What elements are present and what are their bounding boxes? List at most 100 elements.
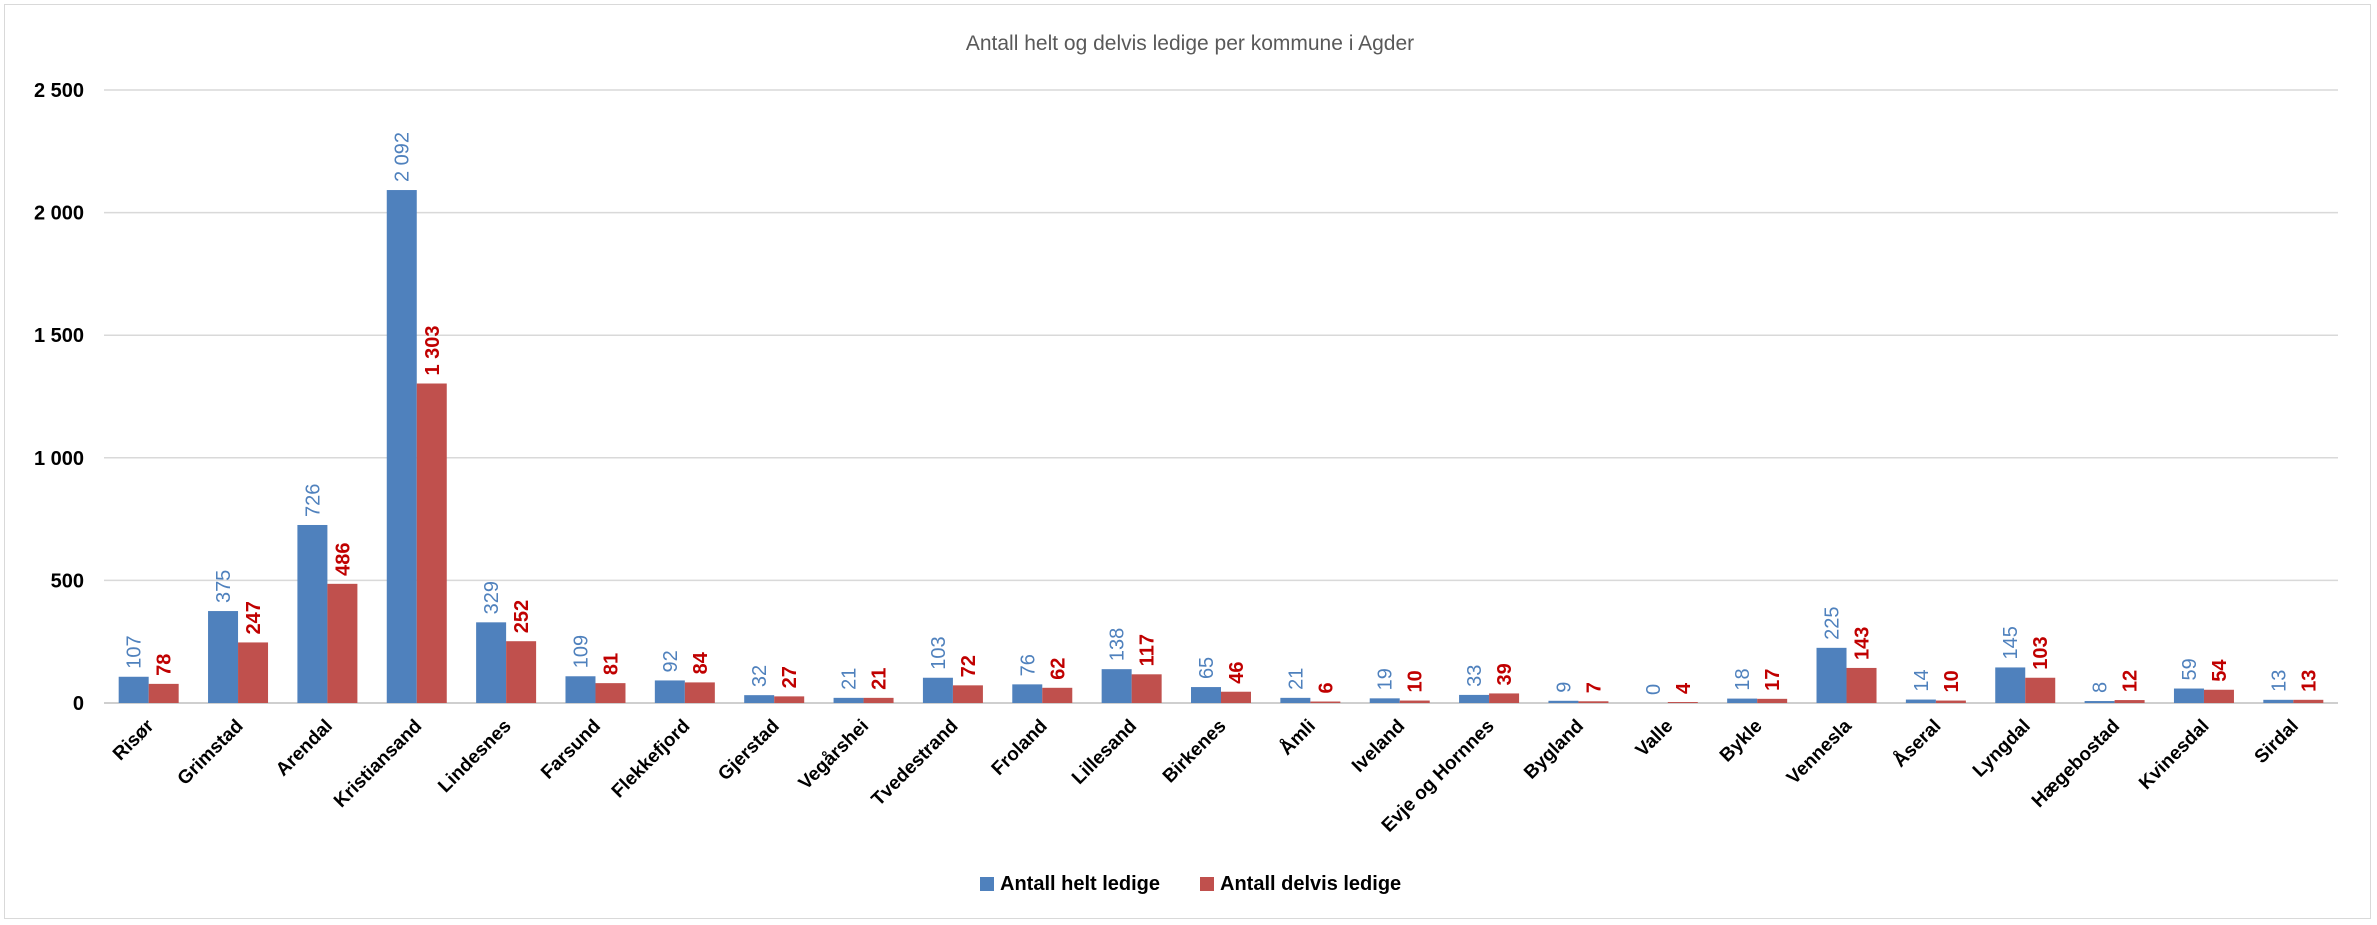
bar-delvis-ledige (2025, 677, 2056, 703)
x-tick-label: Grimstad (174, 716, 248, 790)
x-tick-label: Vegårshei (795, 716, 873, 794)
bar-delvis-ledige (1310, 701, 1341, 703)
bar-helt-ledige (1101, 669, 1132, 703)
bar-helt-ledige (386, 190, 417, 703)
bar-delvis-ledige (2293, 699, 2324, 703)
bar-delvis-ledige (863, 697, 894, 703)
x-tick-label: Birkenes (1159, 716, 1231, 788)
label-delvis-ledige: 252 (511, 600, 533, 633)
label-delvis-ledige: 7 (1583, 682, 1605, 693)
bar-delvis-ledige (1131, 674, 1162, 703)
x-tick-label: Kvinesdal (2135, 716, 2213, 794)
bar-helt-ledige (922, 677, 953, 703)
legend-label-delvis-ledige: Antall delvis ledige (1220, 873, 1401, 895)
bar-delvis-ledige (595, 683, 626, 703)
label-delvis-ledige: 13 (2298, 670, 2320, 692)
bar-helt-ledige (297, 524, 328, 703)
x-tick-label: Arendal (272, 716, 337, 781)
bar-helt-ledige (2263, 699, 2294, 703)
label-helt-ledige: 145 (2000, 626, 2022, 659)
bar-helt-ledige (118, 676, 149, 703)
label-helt-ledige: 375 (213, 570, 235, 603)
label-helt-ledige: 18 (1732, 668, 1754, 690)
y-axis: 0 500 1 000 1 500 2 000 2 500 (34, 80, 84, 715)
label-helt-ledige: 0 (1643, 684, 1665, 695)
label-delvis-ledige: 486 (332, 542, 354, 575)
x-tick-label: Farsund (537, 716, 605, 784)
x-tick-label: Risør (109, 715, 159, 765)
label-helt-ledige: 32 (749, 665, 771, 687)
x-tick-label: Lillesand (1068, 716, 1141, 789)
label-delvis-ledige: 1 303 (422, 325, 444, 375)
bar-delvis-ledige (774, 696, 805, 703)
x-tick-label: Iveland (1348, 716, 1409, 777)
label-helt-ledige: 65 (1196, 657, 1218, 679)
bar-helt-ledige (2173, 688, 2204, 703)
label-helt-ledige: 9 (1553, 682, 1575, 693)
x-tick-label: Lyngdal (1969, 716, 2035, 782)
bar-helt-ledige (208, 611, 239, 703)
bar-delvis-ledige (1935, 700, 1966, 703)
bar-helt-ledige (1280, 697, 1311, 703)
x-tick-label: Åmli (1276, 716, 1320, 760)
bar-delvis-ledige (238, 642, 269, 703)
label-delvis-ledige: 247 (243, 601, 265, 634)
legend-label-helt-ledige: Antall helt ledige (1000, 873, 1160, 895)
x-tick-label: Flekkefjord (608, 716, 695, 803)
label-helt-ledige: 138 (1107, 628, 1129, 661)
label-helt-ledige: 19 (1375, 668, 1397, 690)
label-helt-ledige: 225 (1822, 606, 1844, 639)
bar-delvis-ledige (327, 583, 358, 703)
x-tick-label: Tvedestrand (868, 716, 963, 811)
x-tick-label: Sirdal (2251, 716, 2303, 768)
bar-delvis-ledige (684, 682, 715, 703)
label-delvis-ledige: 143 (1852, 627, 1874, 660)
label-delvis-ledige: 10 (1405, 670, 1427, 692)
bar-delvis-ledige (2203, 689, 2234, 703)
bar-delvis-ledige (1042, 687, 1073, 703)
label-delvis-ledige: 81 (600, 653, 622, 675)
label-delvis-ledige: 72 (958, 655, 980, 677)
label-delvis-ledige: 117 (1137, 634, 1159, 666)
bar-helt-ledige (1548, 700, 1579, 703)
bar-delvis-ledige (2114, 700, 2145, 703)
x-tick-label: Froland (988, 716, 1052, 780)
bar-helt-ledige (1369, 698, 1400, 703)
y-tick-label: 1 500 (34, 325, 84, 347)
chart-title: Antall helt og delvis ledige per kommune… (966, 32, 1414, 55)
bar-delvis-ledige (1667, 702, 1698, 703)
bar-helt-ledige (654, 680, 685, 703)
x-tick-label: Bykle (1716, 716, 1767, 767)
x-tick-label: Kristiansand (330, 716, 426, 812)
bar-delvis-ledige (952, 685, 983, 703)
y-tick-label: 2 500 (34, 80, 84, 102)
label-helt-ledige: 8 (2090, 682, 2112, 693)
bar-helt-ledige (1191, 687, 1221, 703)
label-delvis-ledige: 78 (154, 654, 176, 676)
label-helt-ledige: 103 (928, 636, 950, 669)
bar-delvis-ledige (1578, 701, 1609, 703)
x-tick-label: Bygland (1520, 716, 1588, 784)
bar-helt-ledige (1012, 684, 1043, 703)
bar-delvis-ledige (148, 683, 179, 703)
bar-helt-ledige (744, 695, 775, 703)
legend-swatch-delvis-ledige (1200, 877, 1214, 891)
bar-helt-ledige (1995, 667, 2026, 703)
label-helt-ledige: 76 (1017, 654, 1039, 676)
bar-helt-ledige (1727, 698, 1758, 703)
label-delvis-ledige: 12 (2120, 670, 2142, 692)
y-tick-label: 1 000 (34, 448, 84, 470)
label-delvis-ledige: 17 (1762, 669, 1784, 691)
bar-delvis-ledige (1757, 698, 1788, 703)
label-delvis-ledige: 46 (1226, 661, 1248, 683)
label-helt-ledige: 109 (570, 635, 592, 668)
bar-helt-ledige (2084, 701, 2115, 703)
bars (118, 190, 2324, 703)
x-tick-label: Åseral (1889, 716, 1945, 772)
label-helt-ledige: 107 (124, 635, 146, 668)
bar-delvis-ledige (506, 641, 537, 703)
bar-helt-ledige (833, 697, 864, 703)
